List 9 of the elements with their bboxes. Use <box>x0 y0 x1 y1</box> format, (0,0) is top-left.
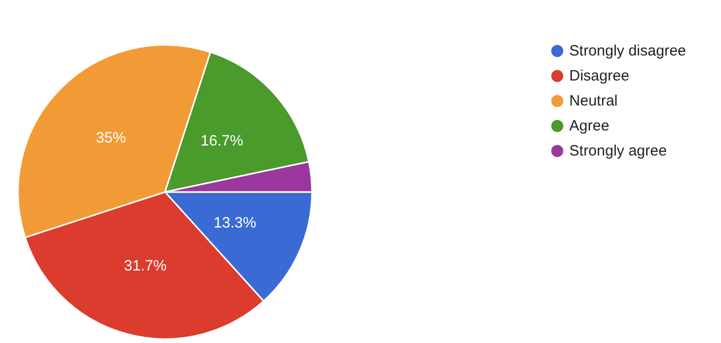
legend-label: Strongly agree <box>569 142 667 160</box>
data-label: 13.3% <box>214 214 256 232</box>
legend-label: Neutral <box>569 92 618 110</box>
legend-label: Disagree <box>569 68 630 84</box>
legend-label: Strongly disagree <box>569 42 686 60</box>
legend-label: Agree <box>569 118 610 134</box>
data-label: 31.7% <box>124 257 167 274</box>
data-label: 16.7% <box>200 132 244 150</box>
data-label: 35% <box>96 129 126 146</box>
